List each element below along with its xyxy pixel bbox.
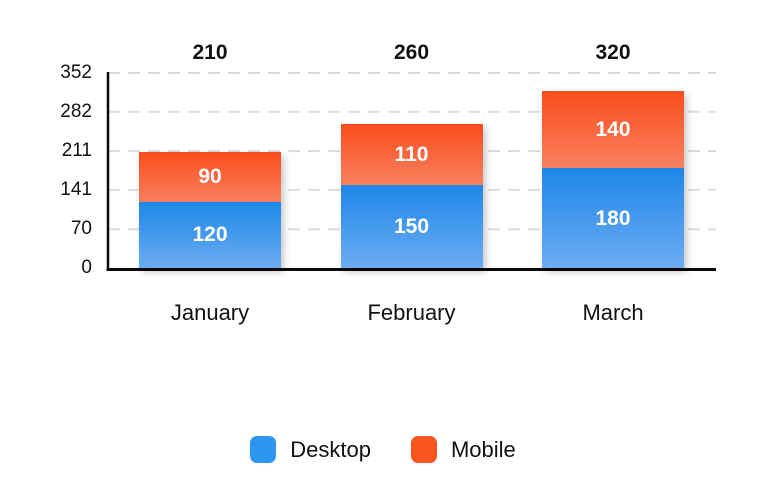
y-tick-label: 141 — [60, 178, 92, 200]
segment-value-label: 180 — [595, 206, 631, 230]
y-tick-label: 352 — [60, 62, 92, 83]
bar-march: 140 180 — [542, 90, 684, 268]
x-category-label: January — [170, 300, 250, 325]
segment-value-label: 150 — [393, 214, 430, 238]
legend-label: Mobile — [450, 436, 516, 462]
y-tick-label: 70 — [70, 218, 92, 240]
bar-segment-desktop: 150 — [340, 184, 483, 268]
legend-item-desktop[interactable]: Desktop — [250, 436, 371, 463]
segment-value-label: 140 — [595, 117, 631, 141]
bar-segment-mobile: 90 — [139, 151, 281, 202]
segment-value-label: 90 — [198, 165, 222, 189]
bar-total-label: 320 — [595, 41, 631, 64]
bar-january: 90 120 — [139, 151, 281, 268]
x-category-label: March — [582, 300, 644, 325]
bar-segment-desktop: 180 — [542, 168, 684, 268]
y-tick-label: 211 — [61, 140, 92, 162]
bar-segment-desktop: 120 — [139, 201, 281, 268]
bar-total-label: 210 — [192, 41, 228, 64]
bar-segment-mobile: 110 — [340, 123, 483, 185]
segment-value-label: 120 — [192, 223, 228, 247]
bar-segment-mobile: 140 — [542, 90, 684, 169]
segment-value-label: 110 — [394, 142, 429, 166]
y-tick-label: 0 — [81, 257, 92, 278]
legend-item-mobile[interactable]: Mobile — [410, 436, 516, 463]
legend-label: Desktop — [290, 436, 371, 462]
x-category-label: February — [367, 300, 456, 325]
bar-total-label: 260 — [393, 41, 430, 64]
legend-swatch-icon — [250, 436, 277, 463]
legend-swatch-icon — [410, 436, 437, 463]
y-tick-label: 282 — [60, 100, 92, 122]
bar-february: 110 150 — [340, 123, 483, 268]
chart-legend: Desktop Mobile — [0, 436, 766, 463]
